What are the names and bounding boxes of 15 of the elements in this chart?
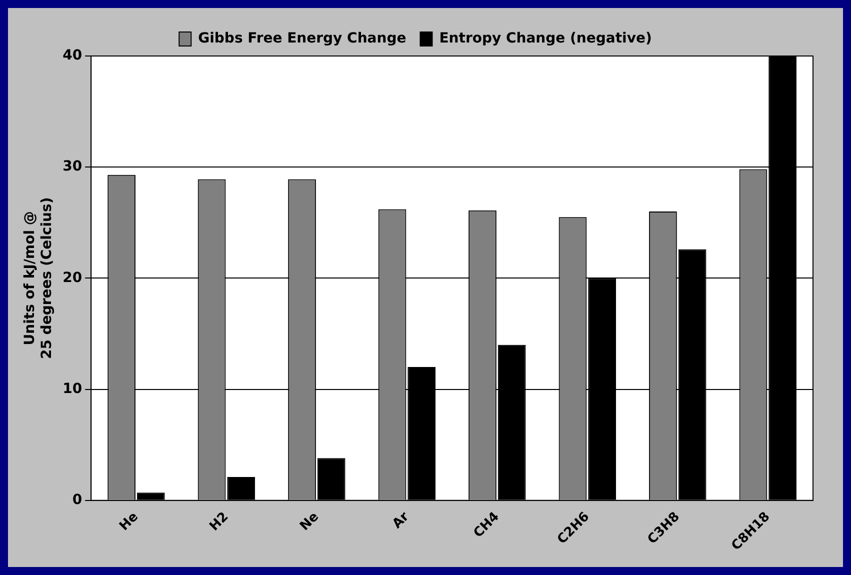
y-tick-label: 10 (62, 380, 82, 397)
x-tick-label: Ar (390, 509, 413, 532)
x-tick-label: H2 (206, 509, 232, 534)
y-axis-title: Units of kJ/mol @ 25 degrees (Celcius) (22, 197, 55, 360)
y-tick-label: 20 (62, 270, 82, 286)
legend-label: Entropy Change (negative) (439, 30, 652, 47)
y-tick-label: 0 (72, 492, 82, 508)
y-tick-label: 30 (62, 158, 82, 175)
bar (317, 458, 346, 500)
legend-label: Gibbs Free Energy Change (198, 30, 406, 47)
y-tick-label: 40 (62, 48, 82, 64)
bar (227, 477, 256, 500)
x-tick-label: Ne (297, 509, 322, 534)
x-tick-label: He (116, 509, 142, 534)
bar (136, 492, 165, 500)
